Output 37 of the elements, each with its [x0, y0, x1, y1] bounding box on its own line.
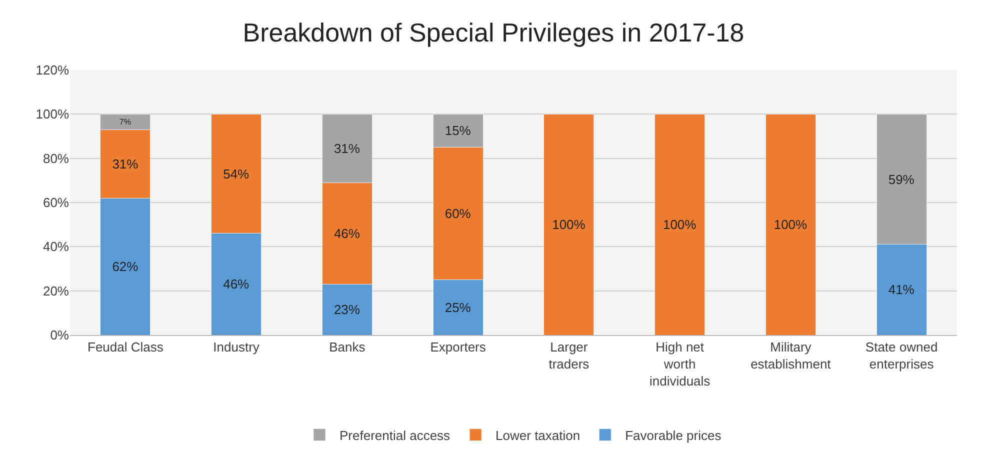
chart-title: Breakdown of Special Privileges in 2017-18	[242, 17, 744, 48]
y-tick-label: 40%	[42, 239, 70, 254]
data-label: 23%	[334, 302, 360, 318]
data-label: 15%	[444, 123, 472, 138]
data-label: 41%	[888, 282, 915, 298]
data-label: 46%	[334, 226, 360, 241]
legend-label: Favorable prices	[625, 428, 722, 443]
x-tick-label: Exporters	[430, 340, 486, 355]
y-tick-label: 80%	[42, 150, 70, 166]
x-tick-label: State owned enterprises	[865, 340, 938, 372]
data-label: 100%	[662, 217, 697, 232]
bar	[765, 114, 816, 335]
y-tick-label: 0%	[50, 328, 70, 343]
data-label: 31%	[334, 140, 360, 156]
bar	[544, 114, 594, 335]
x-tick-label: Military establishment	[750, 340, 832, 372]
x-tick-label: Banks	[329, 340, 366, 355]
y-tick-label: 20%	[42, 283, 70, 298]
y-tick-label: 120%	[36, 62, 70, 78]
data-label: 25%	[444, 300, 472, 315]
data-label: 60%	[444, 206, 472, 222]
legend-label: Preferential access	[340, 428, 451, 443]
y-tick-label: 100%	[36, 106, 70, 122]
data-label: 100%	[552, 217, 586, 232]
x-tick-label: Larger traders	[548, 340, 590, 372]
data-label: 100%	[774, 217, 808, 232]
x-tick-label: High net worth individuals	[649, 340, 711, 388]
data-label: 31%	[112, 156, 139, 172]
data-label: 59%	[888, 172, 915, 187]
data-label: 62%	[112, 259, 139, 274]
data-label: 54%	[223, 166, 250, 182]
bar	[654, 114, 706, 335]
x-tick-label: Feudal Class	[88, 340, 164, 355]
data-label: 46%	[223, 276, 250, 292]
y-tick-label: 60%	[42, 195, 70, 210]
legend-label: Lower taxation	[496, 428, 580, 443]
x-tick-label: Industry	[213, 340, 260, 355]
